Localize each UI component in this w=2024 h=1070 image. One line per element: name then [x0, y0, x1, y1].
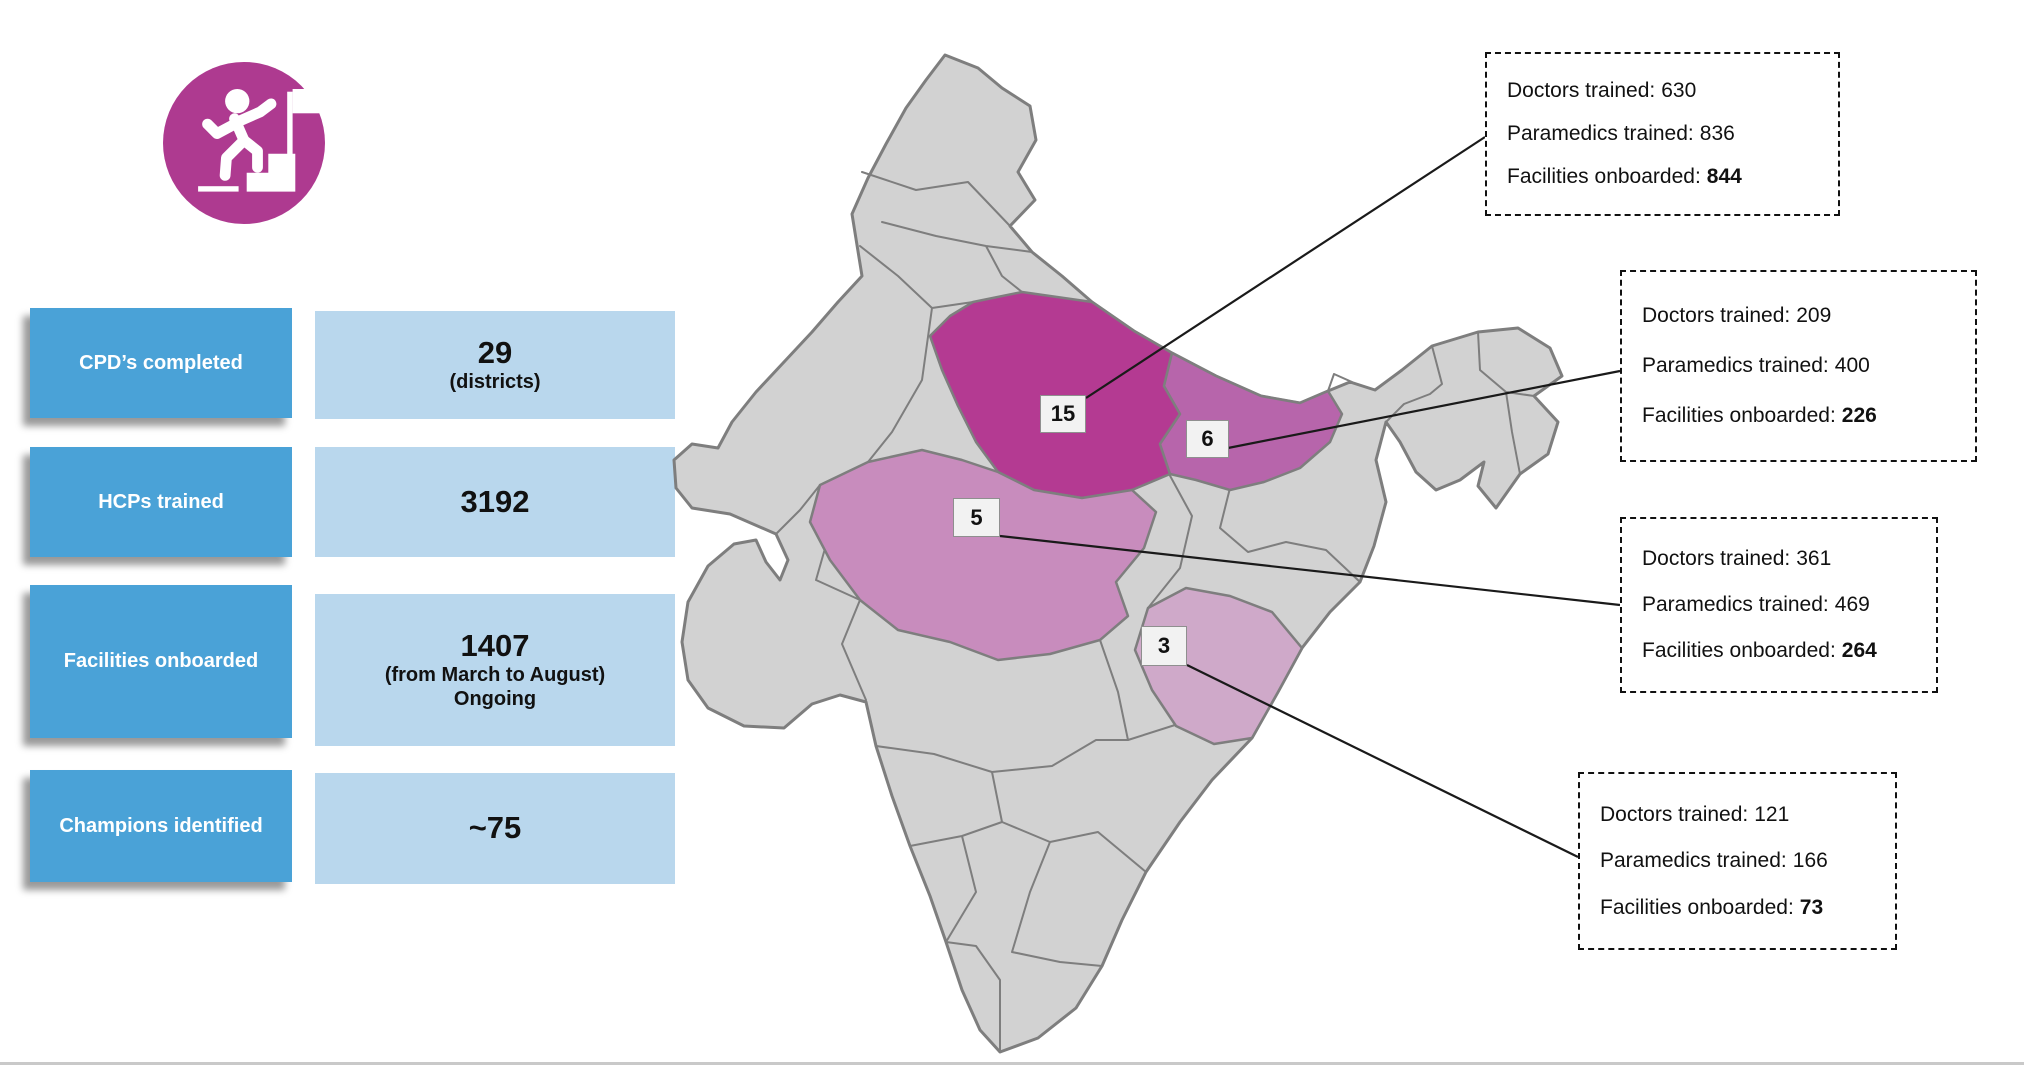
callout-box-region-15: Doctors trained: 630 Paramedics trained: 8…: [1485, 52, 1840, 216]
callout-row-doctors: Doctors trained: 361: [1642, 547, 1916, 571]
callout-row-paramedics: Paramedics trained: 166: [1600, 849, 1875, 873]
stat-value-number: 3192: [460, 483, 530, 519]
callout-label: Paramedics trained:: [1642, 593, 1829, 616]
callout-box-region-5: Doctors trained: 361 Paramedics trained: 4…: [1620, 517, 1938, 693]
stat-value-facilities-onboarded: 1407 (from March to August) Ongoing: [315, 594, 675, 746]
goal-icon: [163, 62, 325, 224]
region-badge-value: 5: [970, 504, 983, 530]
stat-value-cpds-completed: 29 (districts): [315, 311, 675, 419]
stat-label-text: Facilities onboarded: [63, 650, 259, 672]
stat-value-note2: Ongoing: [453, 688, 537, 711]
stat-value-note: (districts): [449, 371, 541, 394]
stat-label-cpds-completed: CPD’s completed: [30, 308, 292, 418]
callout-row-facilities: Facilities onboarded: 844: [1507, 165, 1818, 189]
india-map-svg: [672, 53, 1564, 1054]
callout-row-paramedics: Paramedics trained: 469: [1642, 593, 1916, 617]
callout-box-region-3: Doctors trained: 121 Paramedics trained: 1…: [1578, 772, 1897, 950]
callout-row-facilities: Facilities onboarded: 226: [1642, 404, 1955, 428]
region-badge-value: 15: [1050, 401, 1076, 426]
callout-row-doctors: Doctors trained: 121: [1600, 803, 1875, 827]
region-badge-3: 3: [1141, 626, 1187, 666]
region-badge-value: 6: [1201, 426, 1214, 451]
callout-value: 166: [1792, 849, 1828, 872]
stat-value-hcps-trained: 3192: [315, 447, 675, 557]
stat-label-text: Champions identified: [59, 814, 263, 837]
callout-label: Facilities onboarded:: [1600, 895, 1794, 919]
callout-label: Doctors trained:: [1642, 304, 1791, 327]
stat-value-number: 29: [477, 334, 513, 370]
callout-value: 226: [1841, 404, 1877, 427]
callout-label: Facilities onboarded:: [1642, 639, 1836, 662]
india-map: [530, 40, 1565, 1060]
stat-label-hcps-trained: HCPs trained: [30, 447, 292, 557]
callout-value: 400: [1834, 354, 1870, 377]
region-badge-6: 6: [1186, 420, 1229, 458]
callout-row-doctors: Doctors trained: 630: [1507, 79, 1818, 103]
callout-row-paramedics: Paramedics trained: 836: [1507, 122, 1818, 146]
slide-bottom-edge: [0, 1062, 2024, 1065]
region-badge-5: 5: [953, 498, 1000, 537]
callout-label: Paramedics trained:: [1642, 354, 1829, 377]
callout-row-facilities: Facilities onboarded: 73: [1600, 896, 1875, 920]
callout-row-doctors: Doctors trained: 209: [1642, 304, 1955, 328]
person-climbing-steps-to-flag-icon: [163, 62, 325, 224]
callout-value: 469: [1834, 593, 1870, 616]
callout-label: Paramedics trained:: [1600, 849, 1787, 872]
callout-value: 836: [1699, 122, 1735, 145]
callout-label: Doctors trained:: [1642, 547, 1791, 570]
callout-label: Doctors trained:: [1507, 79, 1656, 102]
callout-value: 361: [1796, 547, 1832, 570]
callout-box-region-6: Doctors trained: 209 Paramedics trained: 4…: [1620, 270, 1977, 462]
callout-value: 264: [1841, 639, 1877, 662]
callout-label: Facilities onboarded:: [1507, 165, 1701, 188]
callout-row-facilities: Facilities onboarded: 264: [1642, 639, 1916, 663]
callout-value: 73: [1799, 895, 1824, 919]
callout-label: Paramedics trained:: [1507, 122, 1694, 145]
stat-label-text: CPD’s completed: [79, 351, 243, 374]
callout-value: 630: [1661, 79, 1697, 102]
stat-value-champions-identified: ~75: [315, 773, 675, 884]
stat-value-number: ~75: [468, 810, 522, 846]
callout-value: 209: [1796, 304, 1832, 327]
stat-value-note: (from March to August): [384, 664, 606, 687]
callout-value: 844: [1706, 165, 1742, 188]
callout-row-paramedics: Paramedics trained: 400: [1642, 354, 1955, 378]
region-badge-15: 15: [1040, 395, 1086, 433]
callout-label: Facilities onboarded:: [1642, 404, 1836, 427]
callout-value: 121: [1754, 802, 1790, 826]
stat-label-facilities-onboarded: Facilities onboarded: [30, 585, 292, 738]
stat-value-number: 1407: [460, 627, 530, 663]
callout-label: Doctors trained:: [1600, 802, 1749, 826]
stat-label-text: HCPs trained: [98, 490, 224, 513]
region-badge-value: 3: [1157, 633, 1171, 658]
stat-label-champions-identified: Champions identified: [30, 770, 292, 882]
